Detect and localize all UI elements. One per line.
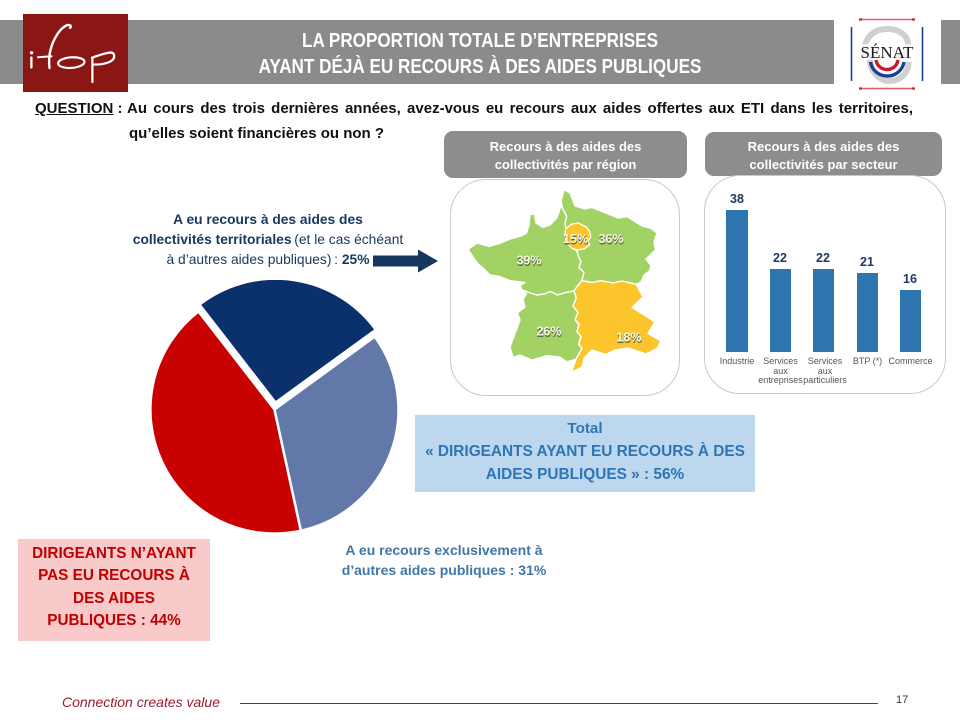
svg-text:36%: 36% [598, 232, 623, 246]
svg-text:SÉNAT: SÉNAT [861, 43, 915, 62]
svg-text:18%: 18% [617, 332, 642, 346]
svg-text:15%: 15% [564, 233, 589, 247]
svg-text:39%: 39% [516, 254, 541, 268]
svg-text:26%: 26% [537, 326, 562, 340]
svg-text:39%: 39% [517, 255, 542, 269]
svg-text:36%: 36% [599, 233, 624, 247]
svg-text:15%: 15% [563, 232, 588, 246]
svg-text:18%: 18% [616, 331, 641, 345]
svg-text:26%: 26% [536, 325, 561, 339]
